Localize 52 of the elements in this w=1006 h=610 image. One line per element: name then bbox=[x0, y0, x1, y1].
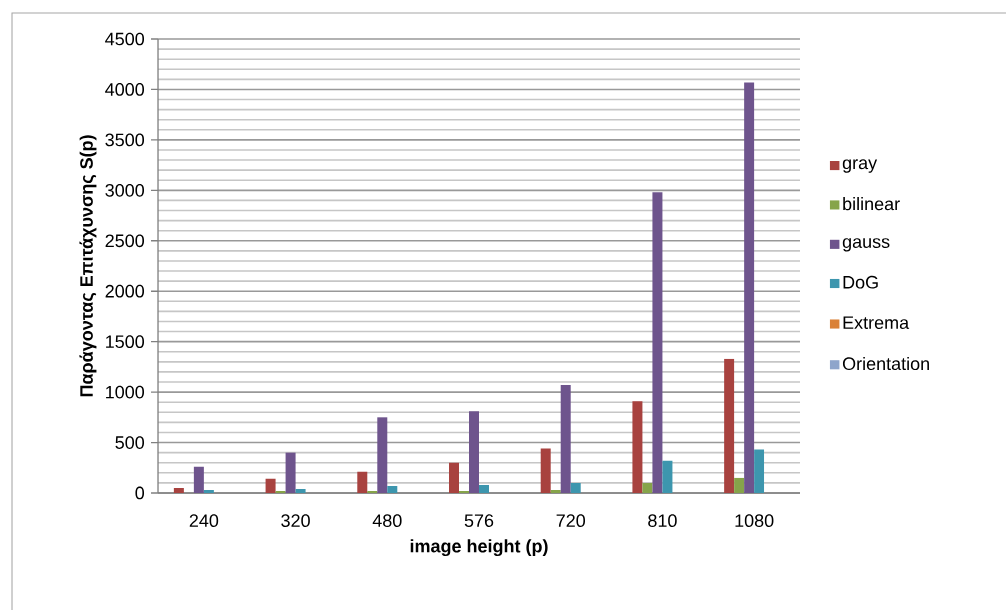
y-tick-label: 3000 bbox=[105, 183, 145, 197]
x-tick-label: 240 bbox=[189, 514, 219, 527]
legend-label: bilinear bbox=[843, 197, 900, 211]
bar bbox=[540, 448, 551, 493]
bar bbox=[387, 485, 398, 493]
y-tick-label: 500 bbox=[115, 436, 145, 449]
x-tick-label: 480 bbox=[372, 514, 402, 527]
bar bbox=[550, 489, 561, 493]
bar bbox=[724, 358, 735, 493]
bar bbox=[367, 490, 378, 493]
x-axis-title: image height (p) bbox=[410, 539, 548, 557]
bar bbox=[449, 462, 459, 493]
legend-label: DoG bbox=[843, 275, 878, 289]
legend-label: gray bbox=[842, 159, 878, 173]
y-tick-label: 4000 bbox=[105, 83, 145, 96]
bar bbox=[469, 411, 479, 493]
bar bbox=[377, 417, 388, 493]
bar bbox=[652, 192, 663, 493]
bar bbox=[570, 482, 581, 493]
bar bbox=[285, 452, 296, 493]
x-tick-label: 1080 bbox=[735, 514, 774, 527]
bar bbox=[357, 471, 368, 493]
bar bbox=[734, 477, 745, 493]
y-axis-title: Παράγοντας Επιτάχυνσης S(p) bbox=[79, 135, 97, 397]
bar bbox=[265, 478, 276, 493]
bar bbox=[744, 82, 755, 493]
y-tick-label: 0 bbox=[135, 486, 145, 500]
y-tick-label: 2000 bbox=[105, 284, 145, 298]
bar bbox=[642, 482, 653, 493]
x-tick-label: 320 bbox=[281, 514, 310, 527]
y-tick-label: 1000 bbox=[106, 385, 145, 399]
x-tick-label: 576 bbox=[464, 514, 494, 527]
bar bbox=[754, 449, 765, 493]
bar bbox=[632, 401, 643, 493]
x-tick-label: 810 bbox=[648, 514, 677, 527]
y-tick-label: 1500 bbox=[106, 335, 145, 349]
legend-label: gauss bbox=[842, 238, 890, 252]
bar bbox=[479, 484, 490, 493]
bar bbox=[459, 490, 469, 493]
bar bbox=[662, 460, 673, 493]
legend-label: Orientation bbox=[842, 356, 929, 371]
x-tick-label: 720 bbox=[556, 514, 586, 527]
legend-label: Extrema bbox=[843, 316, 910, 330]
bar bbox=[193, 466, 204, 493]
bar bbox=[173, 487, 184, 493]
y-tick-label: 3500 bbox=[105, 133, 145, 147]
y-tick-label: 4500 bbox=[105, 32, 145, 46]
bar bbox=[203, 489, 214, 493]
bar bbox=[560, 385, 571, 493]
bar bbox=[295, 488, 306, 493]
bar bbox=[275, 490, 286, 493]
y-tick-label: 2500 bbox=[105, 234, 145, 248]
